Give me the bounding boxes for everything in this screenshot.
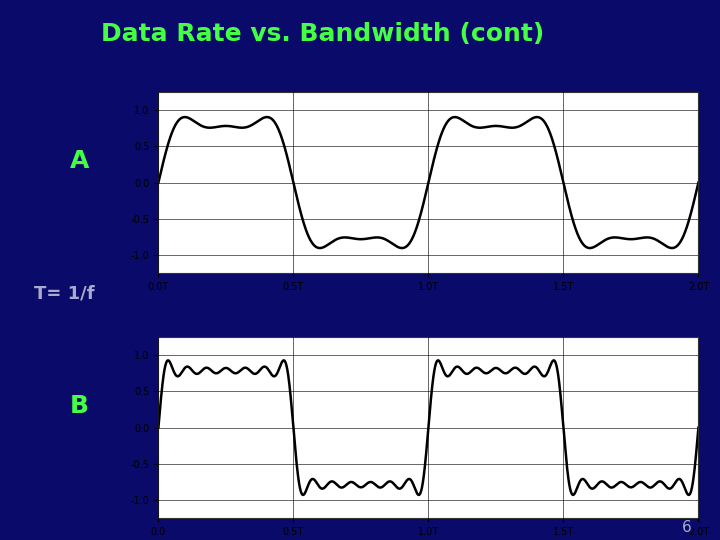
Text: 6: 6 <box>681 519 691 535</box>
Text: B: B <box>70 394 89 418</box>
Text: A: A <box>70 149 89 173</box>
Text: Data Rate vs. Bandwidth (cont): Data Rate vs. Bandwidth (cont) <box>101 22 544 45</box>
Text: T= 1/f: T= 1/f <box>35 284 95 302</box>
